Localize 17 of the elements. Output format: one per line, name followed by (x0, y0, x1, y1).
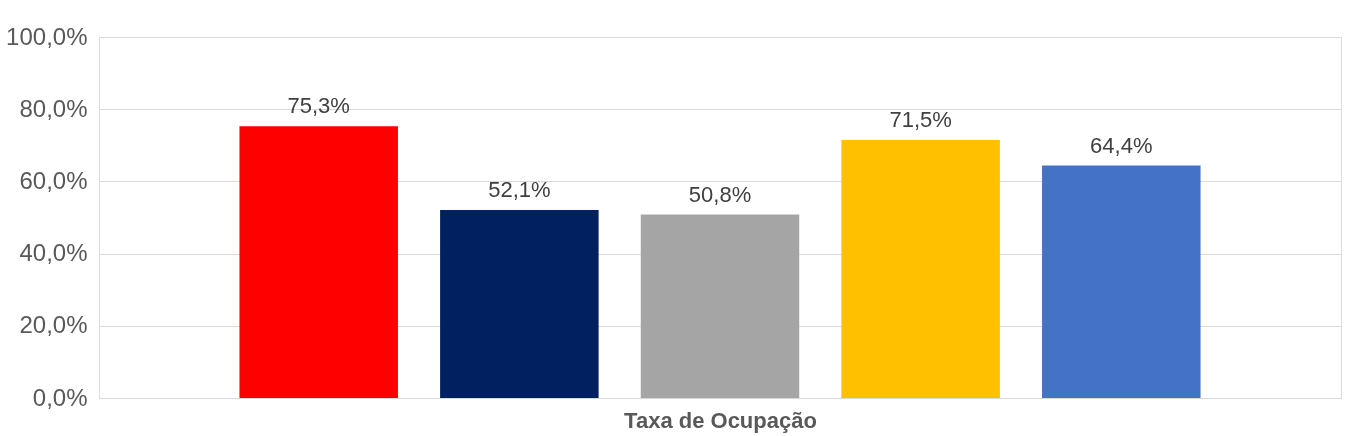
bar (841, 139, 1000, 398)
y-tick-label: 20,0% (19, 311, 88, 339)
bar (440, 209, 599, 398)
bar (239, 126, 398, 398)
bar (640, 214, 800, 398)
data-label: 75,3% (287, 93, 350, 119)
x-axis-title: Taxa de Ocupação (624, 407, 817, 433)
data-label: 50,8% (688, 181, 752, 207)
data-label: 64,4% (1090, 132, 1153, 158)
y-tick-label: 60,0% (19, 166, 88, 194)
data-label: 71,5% (889, 106, 952, 132)
bar (1042, 165, 1201, 398)
y-tick-label: 80,0% (19, 94, 88, 122)
y-tick-label: 40,0% (19, 239, 88, 267)
y-tick-label: 100,0% (6, 22, 88, 50)
data-label: 52,1% (488, 176, 551, 202)
y-tick-label: 0,0% (32, 383, 88, 411)
